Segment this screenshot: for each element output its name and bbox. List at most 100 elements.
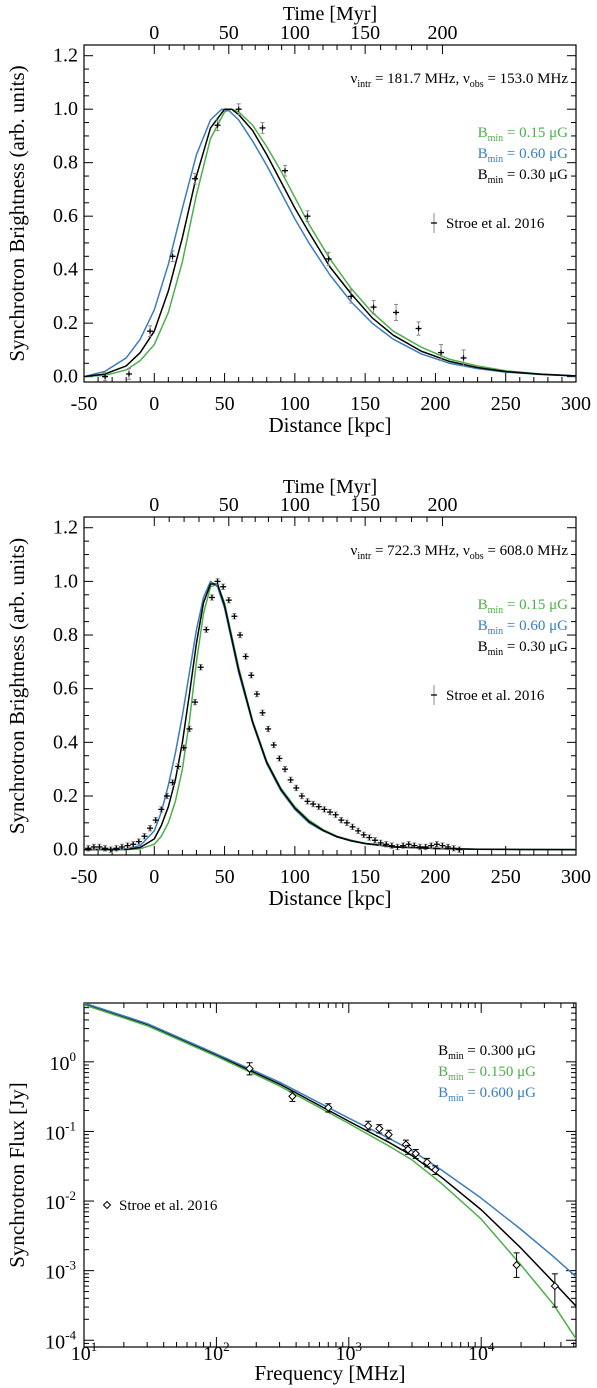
legend-subscript: min: [448, 1051, 464, 1062]
y-tick-label: 1.0: [53, 98, 78, 120]
y-tick-label: 100: [50, 1049, 77, 1075]
nu-subscript: intr: [357, 79, 372, 90]
points-legend-label: Stroe et al. 2016: [119, 1198, 218, 1214]
legend-value: = 0.150 μG: [464, 1064, 537, 1080]
legend-entry: Bmin = 0.60 μG: [478, 146, 569, 165]
y-tick-label: 1.2: [53, 517, 78, 539]
data-point-diamond: [324, 1103, 333, 1112]
legend-symbol: B: [478, 167, 488, 183]
series-line-0: [84, 1003, 576, 1307]
legend-entry: Bmin = 0.60 μG: [478, 618, 569, 637]
x-axis-label: Distance [kpc]: [268, 413, 391, 437]
tick-base: 10: [468, 1343, 488, 1365]
chart-panel-middle: -50 0 50 100 150 200 250 300 0.0 0.2 0.4 0.6 0.8 1.0 1…: [5, 476, 591, 910]
x-tick-label: -50: [71, 393, 98, 415]
data-point-diamond: [422, 1158, 432, 1167]
top-tick-label: 100: [280, 494, 310, 516]
tick-exponent: -3: [65, 1258, 76, 1273]
top-tick-label: 50: [219, 22, 239, 44]
x-tick-label: 150: [350, 866, 380, 888]
tick-exponent: 1: [91, 1339, 98, 1354]
tick-base: 10: [203, 1343, 223, 1365]
tick-exponent: 2: [223, 1339, 230, 1354]
x-tick-label: 300: [561, 866, 591, 888]
y-tick-label: 0.6: [53, 678, 78, 700]
nu-subscript: intr: [357, 551, 372, 562]
y-tick-label: 10-2: [45, 1188, 76, 1214]
legend-value: = 0.600 μG: [464, 1085, 537, 1101]
legend-value: = 0.30 μG: [503, 639, 568, 655]
legend-entry: Bmin = 0.150 μG: [438, 1064, 536, 1083]
y-tick-label: 0.4: [53, 731, 78, 753]
legend-subscript: min: [488, 647, 504, 658]
y-axis-label: Synchrotron Brightness (arb. units): [5, 65, 29, 361]
x-tick-label: 102: [203, 1339, 230, 1365]
nu-subscript: obs: [470, 79, 484, 90]
legend-value: = 0.60 μG: [503, 146, 568, 162]
data-point-diamond: [384, 1130, 393, 1139]
tick-exponent: -1: [65, 1118, 76, 1133]
legend-subscript: min: [488, 626, 504, 637]
legend-value: = 0.300 μG: [464, 1043, 537, 1059]
tick-exponent: 4: [488, 1339, 495, 1354]
top-tick-label: 0: [149, 22, 159, 44]
tick-exponent: 0: [70, 1049, 77, 1064]
top-tick-label: 150: [350, 494, 380, 516]
legend-symbol: B: [478, 597, 488, 613]
y-tick-label: 0.0: [53, 839, 78, 861]
data-point-diamond: [411, 1149, 420, 1158]
legend-symbol: B: [478, 639, 488, 655]
legend-entry: Bmin = 0.15 μG: [478, 125, 569, 144]
y-tick-label: 0.2: [53, 312, 78, 334]
tick-base: 10: [336, 1343, 356, 1365]
x-tick-label: 200: [420, 866, 450, 888]
tick-base: 10: [71, 1343, 91, 1365]
top-tick-label: 50: [219, 494, 239, 516]
y-tick-label: 0.4: [53, 259, 78, 281]
legend-entry: Bmin = 0.30 μG: [478, 639, 569, 658]
x-axis-label: Distance [kpc]: [268, 886, 391, 910]
series-lines: [84, 1003, 576, 1340]
x-tick-label: 104: [468, 1339, 495, 1365]
x-tick-label: 200: [420, 393, 450, 415]
x-tick-label: 50: [215, 393, 235, 415]
points-legend-label: Stroe et al. 2016: [446, 216, 545, 232]
tick-exponent: -2: [65, 1188, 76, 1203]
points-legend-label: Stroe et al. 2016: [446, 688, 545, 704]
plot-frame: [83, 516, 577, 856]
legend-symbol: B: [478, 618, 488, 634]
chart-panel-top: -50 0 50 100 150 200 250 300 0.0 0.2 0.4 0.6 0.8 1.0 1…: [5, 3, 591, 437]
data-points: [245, 1062, 560, 1308]
nu-symbol: ν: [463, 71, 470, 87]
legend-entry: Bmin = 0.600 μG: [438, 1085, 536, 1104]
annotation-text: = 153.0 MHz: [484, 71, 569, 87]
y-tick-label: 0.0: [53, 366, 78, 388]
nu-symbol: ν: [351, 71, 358, 87]
data-point-diamond: [550, 1281, 560, 1291]
chart-panel-bottom: 101 102 103 10410-410-310-210-1100Frequency…: [5, 1002, 577, 1385]
nu-symbol: ν: [351, 543, 358, 559]
top-tick-label: 100: [280, 22, 310, 44]
data-point-diamond: [403, 1145, 413, 1154]
tick-exponent: -4: [65, 1327, 76, 1342]
x-tick-label: 300: [561, 393, 591, 415]
x-tick-label: 101: [71, 1339, 98, 1365]
x-tick-label: 50: [215, 866, 235, 888]
y-tick-label: 1.0: [53, 570, 78, 592]
top-tick-label: 0: [149, 494, 159, 516]
y-tick-label: 10-4: [45, 1327, 76, 1353]
legend-entry: Bmin = 0.15 μG: [478, 597, 569, 616]
data-point-diamond: [363, 1121, 373, 1131]
data-point-diamond: [245, 1064, 254, 1073]
legend-symbol: B: [478, 146, 488, 162]
legend-symbol: B: [438, 1043, 448, 1059]
frequency-annotation: νintr = 722.3 MHz, νobs = 608.0 MHz: [351, 543, 569, 562]
legend-value: = 0.60 μG: [503, 618, 568, 634]
series-line-2: [84, 108, 576, 378]
tick-base: 10: [50, 1053, 70, 1075]
legend-subscript: min: [448, 1072, 464, 1083]
legend-symbol: B: [438, 1085, 448, 1101]
data-points: [102, 103, 467, 382]
tick-base: 10: [45, 1331, 65, 1353]
